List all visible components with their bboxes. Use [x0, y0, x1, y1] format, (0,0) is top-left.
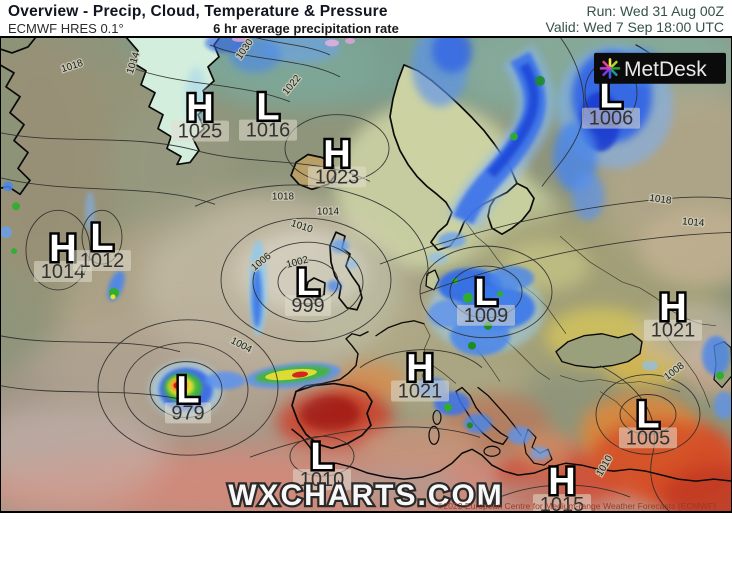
- forecast-map: 1018 1014 1030 1022 1018 1014 1010 1006 1002 1004…: [0, 36, 732, 513]
- svg-text:1009: 1009: [464, 305, 508, 327]
- svg-text:L: L: [310, 436, 333, 478]
- sicily: [483, 445, 501, 457]
- svg-text:1012: 1012: [80, 250, 124, 272]
- svg-text:L: L: [474, 272, 497, 314]
- page-title: Overview - Precip, Cloud, Temperature & …: [8, 3, 388, 20]
- watermark: WXCHARTS.COM: [228, 479, 504, 512]
- black-sea: [555, 333, 643, 369]
- svg-text:L: L: [176, 370, 199, 412]
- isobar-label-1014: 1014: [317, 206, 340, 217]
- run-time-label: Run: Wed 31 Aug 00Z: [586, 3, 725, 19]
- svg-text:1010: 1010: [300, 469, 344, 491]
- france-biscay-coast: [295, 331, 369, 393]
- svg-text:H: H: [659, 287, 686, 329]
- isobar-label-1014: 1014: [682, 216, 706, 229]
- greece: [523, 428, 553, 466]
- precip-subtitle: 6 hr average precipitation rate: [213, 21, 399, 36]
- svg-text:1021: 1021: [398, 381, 442, 403]
- svg-text:999: 999: [291, 295, 324, 317]
- svg-text:1006: 1006: [589, 108, 633, 130]
- svg-text:H: H: [548, 461, 575, 503]
- svg-text:L: L: [90, 217, 113, 259]
- copyright-text: ©2022 European Centre for Medium-range W…: [437, 501, 716, 511]
- model-label: ECMWF HRES 0.1°: [8, 21, 124, 36]
- svg-text:L: L: [296, 262, 319, 304]
- svg-text:H: H: [323, 134, 350, 176]
- svg-text:1025: 1025: [178, 121, 222, 143]
- iberia: [291, 382, 373, 450]
- svg-text:L: L: [636, 394, 659, 436]
- svg-text:H: H: [406, 348, 433, 390]
- border-layer: [421, 222, 717, 426]
- legend-bar: Rain (mm/hr) 0.20.6123510204080120 Snow …: [0, 513, 732, 561]
- svg-text:1021: 1021: [651, 320, 695, 342]
- africa-coast: [291, 428, 732, 482]
- sardinia: [428, 425, 440, 445]
- svg-text:H: H: [186, 88, 213, 130]
- svg-text:1015: 1015: [540, 494, 584, 512]
- isobar-label-1018: 1018: [649, 193, 673, 207]
- svg-text:1005: 1005: [626, 427, 670, 449]
- isobar-label-1018: 1018: [272, 191, 295, 202]
- metdesk-logo: MetDesk: [594, 52, 726, 84]
- svg-text:1016: 1016: [246, 120, 290, 142]
- svg-text:L: L: [256, 87, 279, 129]
- denmark: [425, 269, 440, 291]
- metdesk-starburst-icon: [599, 58, 621, 79]
- metdesk-logo-text: MetDesk: [624, 58, 707, 81]
- svg-text:1023: 1023: [315, 166, 359, 188]
- chart-header: Overview - Precip, Cloud, Temperature & …: [0, 0, 732, 36]
- corsica: [432, 409, 442, 425]
- valid-time-label: Valid: Wed 7 Sep 18:00 UTC: [545, 19, 724, 35]
- adriatic-coast: [477, 386, 522, 436]
- north-sea-coast: [375, 320, 425, 337]
- svg-text:979: 979: [171, 402, 204, 424]
- coastline-layer: [0, 37, 732, 482]
- pressure-centers: H1025L1016H1023L1006H1014L1012L999L979L1…: [34, 72, 702, 512]
